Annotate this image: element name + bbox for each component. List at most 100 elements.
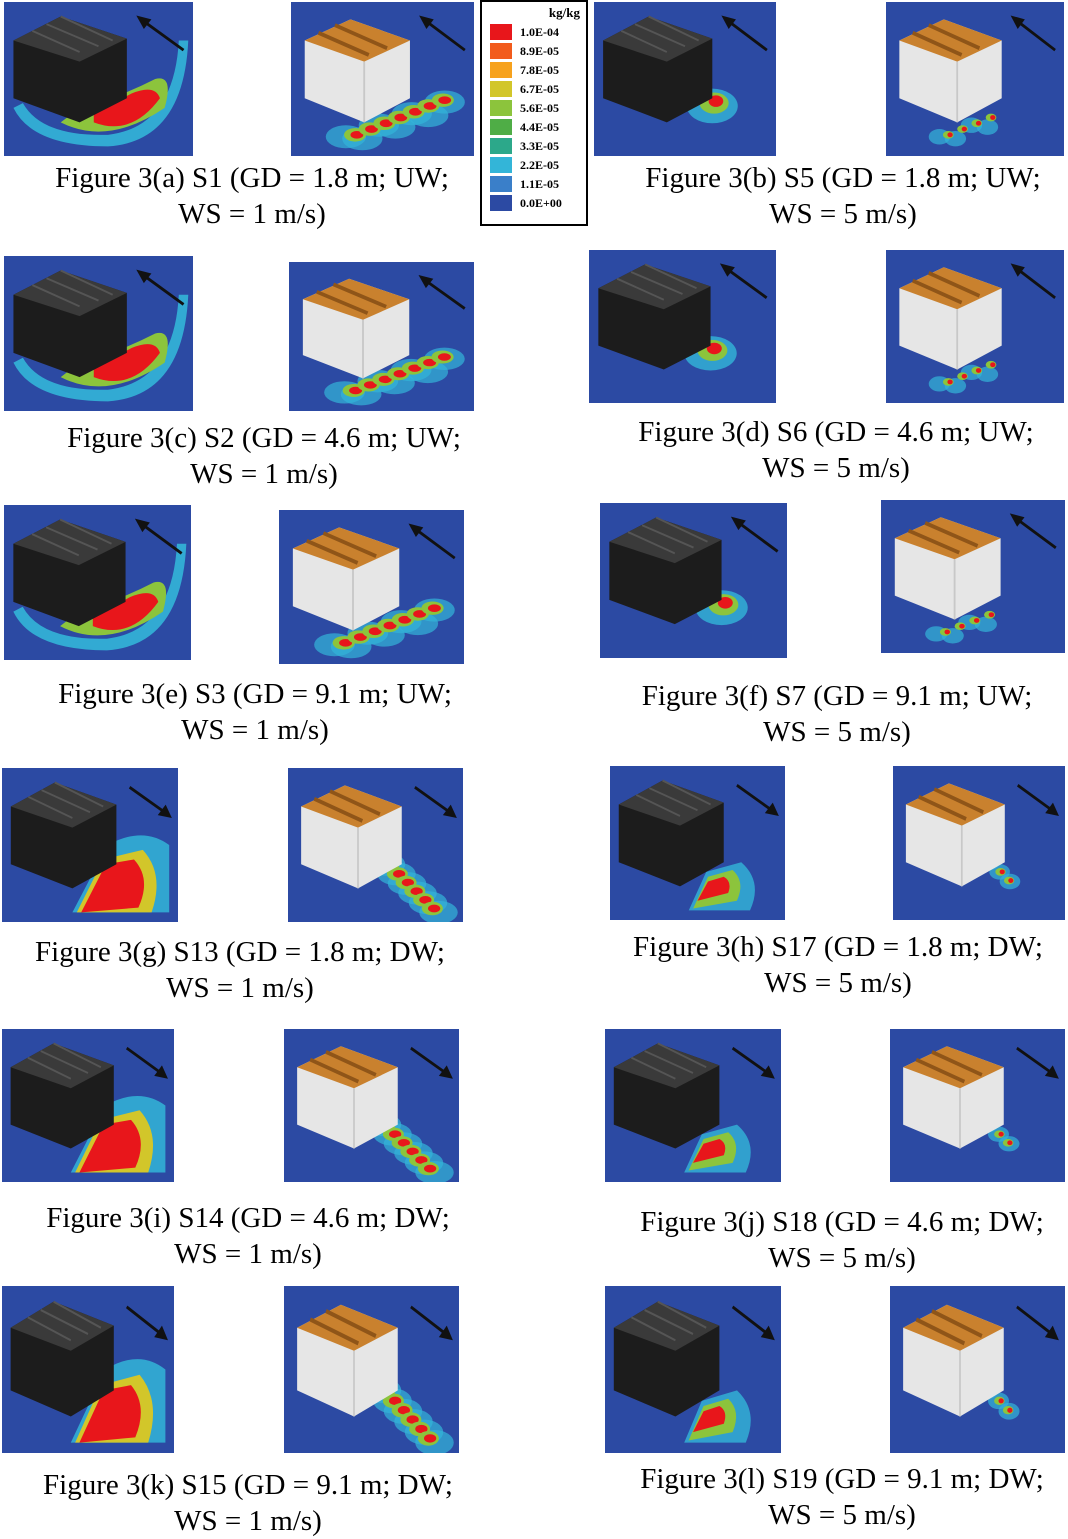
wind-arrow — [1016, 1305, 1056, 1338]
caption-line-1: Figure 3(l) S19 (GD = 9.1 m; DW; — [640, 1463, 1044, 1495]
plume-core — [961, 126, 967, 132]
legend-label: 8.9E-05 — [520, 44, 559, 58]
plume-core — [81, 859, 145, 913]
caption-line-2: WS = 1 m/s) — [174, 1238, 322, 1270]
contour-plot-ground — [2, 768, 178, 922]
wind-arrow — [410, 1305, 450, 1338]
wind-arrow — [731, 1046, 772, 1077]
wind-arrow — [731, 1305, 772, 1338]
legend-swatch — [490, 119, 512, 135]
roof-ridges — [309, 1309, 377, 1346]
wind-arrow-head — [730, 516, 746, 531]
wind-arrow-head — [760, 1065, 775, 1079]
roof-ridges — [306, 531, 377, 565]
plume-core — [350, 130, 364, 139]
building-roof — [618, 780, 724, 826]
wind-arrow-head — [157, 804, 172, 819]
figure-caption: Figure 3(c) S2 (GD = 4.6 m; UW; WS = 1 m/… — [14, 420, 514, 492]
plume-core — [428, 904, 441, 913]
caption-line-2: WS = 5 m/s) — [764, 967, 912, 999]
plume-core — [397, 1138, 410, 1147]
building-roof — [13, 270, 127, 317]
legend-label: 2.2E-05 — [520, 158, 559, 172]
plume-core — [424, 1164, 437, 1173]
wind-arrow — [414, 786, 454, 816]
roof-ridges — [915, 1050, 983, 1084]
wind-arrow — [734, 519, 779, 553]
plume-core — [415, 1424, 428, 1434]
plume-core — [998, 1131, 1004, 1137]
figure-caption: Figure 3(g) S13 (GD = 1.8 m; DW; WS = 1 m… — [0, 934, 490, 1006]
building-roof — [302, 278, 410, 320]
caption-line-1: Figure 3(j) S18 (GD = 4.6 m; DW; — [640, 1206, 1044, 1238]
building-roof — [899, 267, 1002, 310]
roof-ridges — [31, 518, 112, 557]
contour-plot-3d — [291, 2, 474, 156]
legend-label: 4.4E-05 — [520, 120, 559, 134]
building-roof — [613, 1043, 720, 1089]
plume-core — [339, 638, 353, 647]
caption-line-2: WS = 1 m/s) — [190, 458, 338, 490]
wind-arrow — [736, 784, 776, 814]
legend-swatch — [490, 81, 512, 97]
building-roof — [292, 527, 400, 570]
plume-core — [353, 633, 367, 641]
contour-plot-3d — [288, 768, 463, 922]
plume-core — [944, 629, 950, 635]
caption-line-2: WS = 5 m/s) — [769, 198, 917, 230]
plume-core — [92, 593, 159, 631]
wind-arrow-head — [136, 269, 152, 284]
plume-core — [397, 1406, 410, 1415]
contour-plot-3d — [886, 250, 1064, 403]
contour-plot-ground — [605, 1029, 781, 1182]
plume-core — [437, 353, 451, 361]
contour-plot-ground — [4, 505, 191, 660]
building-roof — [301, 785, 402, 828]
plume-core — [1008, 878, 1014, 883]
wind-arrow-head — [134, 518, 150, 533]
legend-swatch — [490, 157, 512, 173]
roof-ridges — [27, 1300, 102, 1342]
legend-swatch — [490, 100, 512, 116]
caption-line-2: WS = 5 m/s) — [768, 1499, 916, 1531]
legend-swatch — [490, 62, 512, 78]
plume-core — [1007, 1140, 1013, 1146]
wind-arrow-head — [1044, 1065, 1059, 1079]
plume-core — [93, 89, 160, 127]
contour-plot-ground — [594, 2, 776, 156]
caption-line-1: Figure 3(h) S17 (GD = 1.8 m; DW; — [633, 931, 1043, 963]
wind-arrow — [725, 18, 768, 52]
building-roof — [609, 517, 722, 564]
plume-core — [990, 362, 996, 368]
building-roof — [13, 519, 126, 566]
contour-plot-ground — [610, 766, 785, 920]
wind-arrow — [422, 18, 466, 52]
contour-plot-3d — [284, 1029, 459, 1182]
building-roof — [603, 16, 713, 62]
caption-line-1: Figure 3(b) S5 (GD = 1.8 m; UW; — [645, 162, 1041, 194]
wind-arrow — [1014, 266, 1056, 299]
contour-plot-ground — [2, 1029, 174, 1182]
wind-arrow — [1016, 784, 1056, 814]
plume-core — [959, 623, 965, 629]
plume-core — [409, 107, 422, 116]
roof-ridges — [915, 1309, 983, 1346]
building-roof — [10, 1043, 114, 1089]
plume-core — [427, 604, 441, 613]
plume-core — [961, 373, 967, 379]
roof-ridges — [627, 516, 708, 555]
plume-core — [365, 125, 378, 133]
plume-halo — [976, 119, 999, 135]
contour-plot-ground — [4, 256, 193, 411]
building-roof — [598, 264, 711, 310]
wind-arrow-head — [438, 1325, 453, 1341]
wind-arrow-head — [442, 804, 457, 819]
caption-line-1: Figure 3(a) S1 (GD = 1.8 m; UW; — [55, 162, 449, 194]
wind-arrow-head — [1045, 802, 1059, 817]
wind-arrow-head — [760, 1325, 775, 1341]
plume-core — [389, 1130, 402, 1139]
caption-line-2: WS = 1 m/s) — [178, 198, 326, 230]
wind-arrow-head — [136, 15, 152, 29]
legend-label: 1.1E-05 — [520, 177, 559, 191]
roof-ridges — [616, 263, 697, 301]
